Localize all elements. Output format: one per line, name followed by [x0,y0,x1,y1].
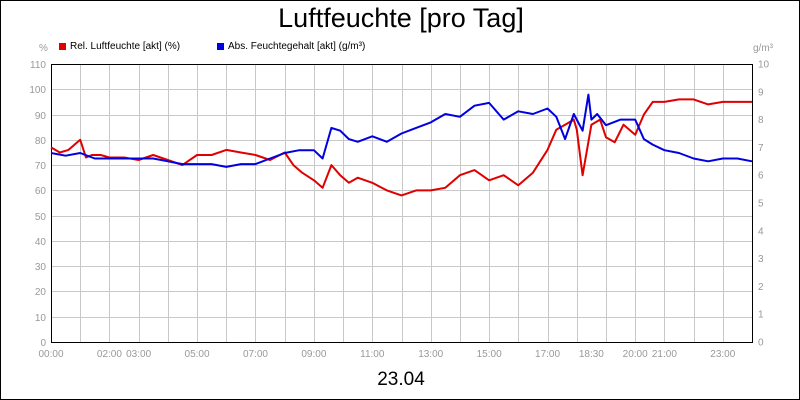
right-axis-tick-label: 1 [758,310,764,321]
x-axis-tick-label: 15:00 [477,349,502,360]
left-axis-tick-label: 0 [40,338,46,349]
right-axis-tick-label: 5 [758,199,764,210]
left-axis-tick-label: 20 [35,287,47,298]
right-axis-tick-label: 7 [758,143,764,154]
right-axis-tick-label: 8 [758,115,764,126]
left-axis-unit: % [39,43,48,54]
x-axis-tick-label: 02:00 [97,349,122,360]
left-axis-tick-label: 60 [35,186,47,197]
x-axis-tick-label: 13:00 [418,349,443,360]
left-axis-tick-label: 70 [35,161,47,172]
plot-frame [51,64,753,343]
legend-label-rel-humidity: Rel. Luftfeuchte [akt] (%) [70,41,181,52]
x-axis-tick-label: 23:00 [710,349,735,360]
x-axis-tick-label: 07:00 [243,349,268,360]
x-axis-tick-label: 05:00 [185,349,210,360]
chart-title: Luftfeuchte [pro Tag] [278,3,524,33]
x-axis-tick-label: 09:00 [301,349,326,360]
legend-label-abs-humidity: Abs. Feuchtegehalt [akt] (g/m³) [228,41,366,52]
right-axis-tick-label: 6 [758,171,764,182]
legend-item-abs-humidity: Abs. Feuchtegehalt [akt] (g/m³) [217,41,365,52]
series-line-abs-humidity [50,93,753,168]
left-axis-tick-label: 100 [29,85,46,96]
left-axis-tick-label: 80 [35,136,47,147]
x-axis-tick-label: 21:00 [652,349,677,360]
legend-swatch-red [59,43,66,50]
right-axis-tick-label: 3 [758,254,764,265]
series-line-rel-humidity [50,98,752,197]
right-axis-unit: g/m³ [753,43,773,54]
x-axis-tick-label: 11:00 [360,349,385,360]
x-axis-tick-label: 17:00 [535,349,560,360]
x-axis-tick-label: 00:00 [38,349,63,360]
right-axis-tick-label: 0 [758,338,764,349]
legend-swatch-blue [217,43,224,50]
x-axis-tick-label: 03:00 [126,349,151,360]
x-axis-tick-label: 18:30 [579,349,604,360]
left-axis-tick-label: 50 [35,212,47,223]
x-axis-tick-label: 20:00 [623,349,648,360]
left-axis-tick-label: 10 [35,313,47,324]
left-axis-tick-label: 90 [35,111,47,122]
right-axis-tick-label: 9 [758,87,764,98]
left-axis-tick-label: 30 [35,262,47,273]
right-axis-tick-label: 2 [758,282,764,293]
right-axis-tick-label: 4 [758,226,764,237]
right-axis-tick-label: 10 [758,60,770,71]
date-label: 23.04 [377,369,425,390]
legend-item-rel-humidity: Rel. Luftfeuchte [akt] (%) [59,41,180,52]
left-axis-tick-label: 110 [30,60,46,71]
left-axis-tick-label: 40 [35,237,47,248]
